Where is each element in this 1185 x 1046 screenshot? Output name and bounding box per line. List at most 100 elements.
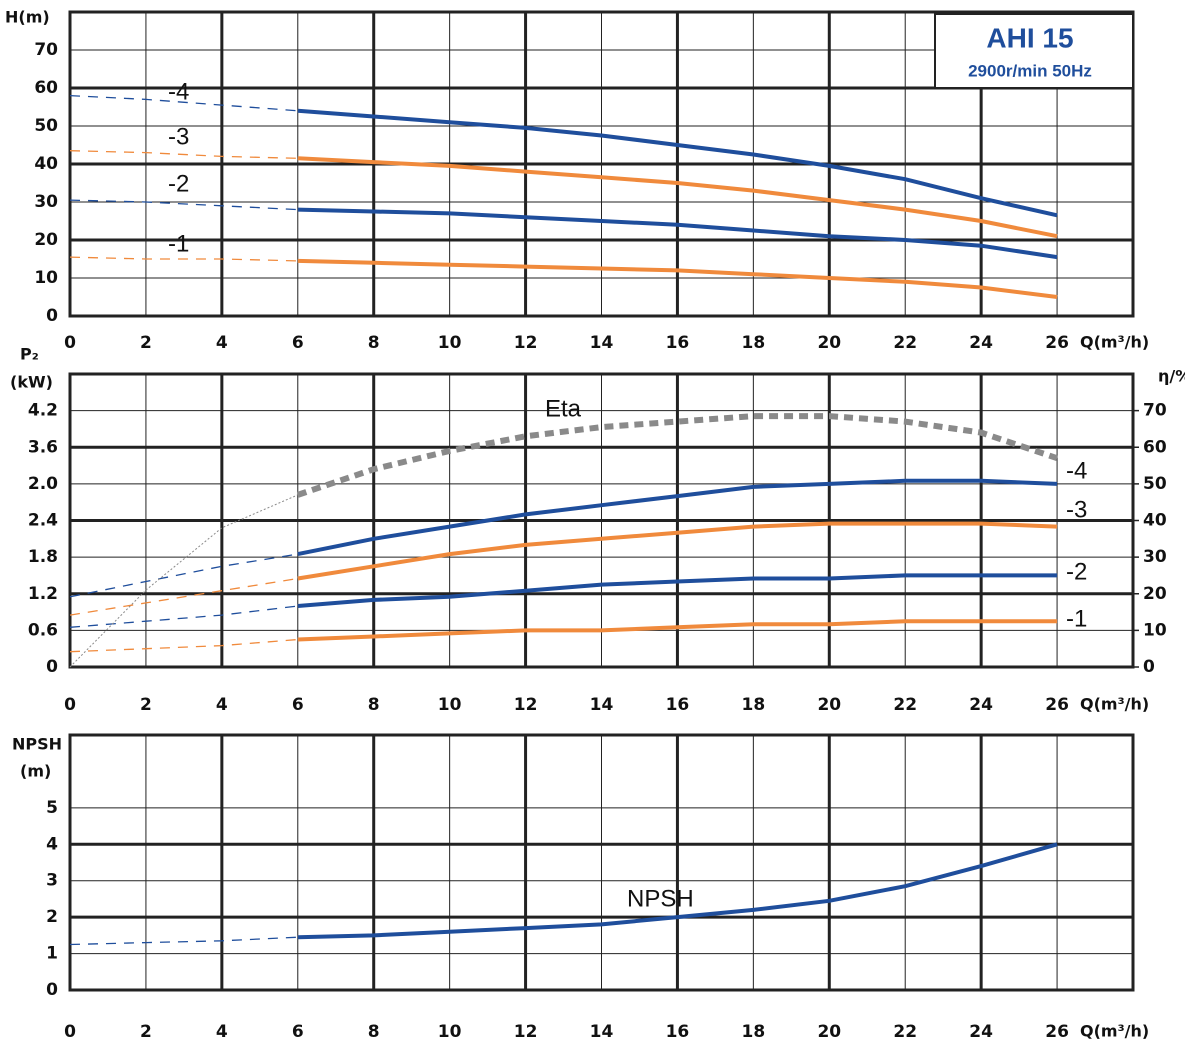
curve-extension — [69, 577, 298, 616]
x-tick-label: 10 — [438, 333, 462, 353]
x-axis-label: Q(m³/h) — [1080, 695, 1149, 714]
x-tick-label: 4 — [216, 695, 228, 715]
curve-extension — [69, 199, 298, 211]
y-tick-label: 3.6 — [28, 437, 58, 457]
y-tick-label: 70 — [34, 40, 58, 60]
y-tick-label: 2.4 — [28, 511, 58, 531]
curve-label: -1 — [1066, 605, 1087, 632]
y-tick-label: 3 — [46, 871, 58, 891]
x-tick-label: 8 — [368, 1022, 380, 1042]
curve-extension — [69, 605, 298, 628]
curve — [297, 207, 1058, 260]
y2-tick-label: 50 — [1143, 474, 1167, 494]
y-axis-label: NPSH — [12, 735, 62, 754]
y-tick-label: 0 — [46, 657, 58, 677]
x-tick-label: 18 — [742, 333, 766, 353]
y-tick-label: 40 — [34, 154, 58, 174]
y-tick-label: 1.2 — [28, 584, 58, 604]
y-axis-label: (kW) — [10, 373, 53, 392]
curve-extension — [69, 150, 298, 159]
x-tick-label: 18 — [742, 1022, 766, 1042]
y-tick-label: 2.0 — [28, 474, 58, 494]
y-tick-label: 0 — [46, 980, 58, 1000]
x-tick-label: 4 — [216, 1022, 228, 1042]
x-tick-label: 26 — [1045, 1022, 1069, 1042]
curve — [297, 573, 1058, 608]
x-tick-label: 2 — [140, 695, 152, 715]
x-tick-label: 24 — [969, 1022, 993, 1042]
y-tick-label: 1 — [46, 944, 58, 964]
curve — [297, 478, 1058, 557]
y2-tick-label: 60 — [1143, 437, 1167, 457]
y-tick-label: 2 — [46, 907, 58, 927]
curve — [297, 521, 1058, 581]
y-tick-label: 60 — [34, 78, 58, 98]
y-tick-label: 50 — [34, 116, 58, 136]
x-tick-label: 14 — [590, 1022, 614, 1042]
x-tick-label: 22 — [893, 695, 917, 715]
y2-tick-label: 30 — [1143, 547, 1167, 567]
x-tick-label: 16 — [666, 1022, 690, 1042]
curve-extension — [69, 936, 298, 946]
x-tick-label: 14 — [590, 695, 614, 715]
y2-tick-label: 0 — [1143, 657, 1155, 677]
curve-extension — [69, 256, 298, 262]
x-tick-label: 24 — [969, 333, 993, 353]
curve — [297, 258, 1058, 299]
curve-label: -1 — [168, 230, 189, 257]
chart-subtitle: 2900r/min 50Hz — [968, 61, 1092, 80]
plot-frame — [68, 10, 1135, 318]
x-tick-label: 0 — [64, 695, 76, 715]
x-tick-label: 8 — [368, 333, 380, 353]
y-tick-label: 5 — [46, 798, 58, 818]
curve-extension — [69, 553, 298, 598]
x-tick-label: 4 — [216, 333, 228, 353]
x-tick-label: 0 — [64, 333, 76, 353]
x-tick-label: 24 — [969, 695, 993, 715]
curve-extension — [69, 638, 298, 653]
x-tick-label: 16 — [666, 695, 690, 715]
y2-tick-label: 70 — [1143, 401, 1167, 421]
x-tick-label: 6 — [292, 333, 304, 353]
curve — [297, 108, 1058, 218]
y-tick-label: 4.2 — [28, 401, 58, 421]
curve-label: -3 — [168, 123, 189, 150]
x-tick-label: 6 — [292, 695, 304, 715]
y2-axis-label: η/% — [1158, 367, 1185, 386]
chart-title: AHI 15 — [986, 22, 1073, 53]
x-tick-label: 2 — [140, 1022, 152, 1042]
y-axis-label: (m) — [20, 762, 51, 781]
y-tick-label: 1.8 — [28, 547, 58, 567]
curve-extension — [69, 494, 298, 668]
curve-label: NPSH — [627, 885, 694, 912]
curve-label: -4 — [168, 78, 189, 105]
y2-tick-label: 40 — [1143, 511, 1167, 531]
curve-label: -2 — [168, 170, 189, 197]
curve — [297, 842, 1058, 940]
x-tick-label: 22 — [893, 333, 917, 353]
curve-label: -4 — [1066, 457, 1087, 484]
curve-extension — [69, 94, 298, 112]
curve-label: Eta — [545, 395, 582, 422]
x-tick-label: 10 — [438, 695, 462, 715]
x-tick-label: 20 — [817, 1022, 841, 1042]
x-tick-label: 12 — [514, 1022, 538, 1042]
x-tick-label: 2 — [140, 333, 152, 353]
y-tick-label: 10 — [34, 268, 58, 288]
x-axis-label: Q(m³/h) — [1080, 333, 1149, 352]
y-tick-label: 0.6 — [28, 620, 58, 640]
x-tick-label: 18 — [742, 695, 766, 715]
y-tick-label: 0 — [46, 306, 58, 326]
curve-label: -3 — [1066, 496, 1087, 523]
y-axis-label: H(m) — [5, 8, 50, 27]
x-tick-label: 12 — [514, 695, 538, 715]
x-tick-label: 16 — [666, 333, 690, 353]
title-box — [934, 13, 1134, 89]
y-tick-label: 30 — [34, 192, 58, 212]
y2-tick-label: 10 — [1143, 620, 1167, 640]
x-tick-label: 20 — [817, 333, 841, 353]
y-tick-label: 20 — [34, 230, 58, 250]
x-tick-label: 10 — [438, 1022, 462, 1042]
x-tick-label: 6 — [292, 1022, 304, 1042]
